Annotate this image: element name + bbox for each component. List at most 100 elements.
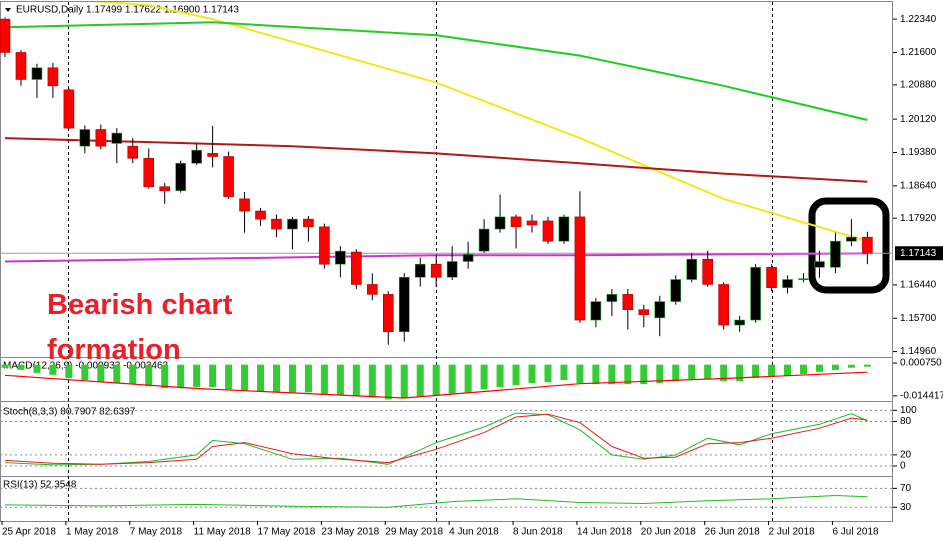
macd-bar [97, 364, 105, 383]
candle-body [734, 319, 745, 326]
macd-bar [544, 364, 552, 383]
candle-body [526, 220, 538, 226]
macd-bar [672, 364, 680, 382]
candle-body [63, 89, 75, 129]
macd-bar [193, 364, 201, 388]
macd-bar [704, 364, 712, 379]
macd-bar [592, 364, 600, 385]
candle-body [47, 67, 59, 87]
candle-body [830, 240, 841, 268]
candle-body [31, 67, 43, 80]
macd-bar [464, 364, 472, 393]
macd-bar [576, 364, 584, 384]
candle-body [143, 158, 155, 188]
y-tick-label: 1.16440 [900, 280, 937, 291]
panel-frames [0, 1, 893, 522]
y-tick-label: 20 [900, 449, 912, 460]
macd-bar [65, 364, 73, 379]
macd-bar [656, 364, 664, 384]
macd-bar [800, 364, 807, 374]
macd-bar [736, 364, 744, 382]
macd-bar [496, 364, 504, 388]
macd-bar [257, 364, 265, 392]
macd-bar [177, 364, 185, 389]
candle-body [15, 52, 27, 80]
candle-body [542, 220, 554, 242]
candle-body [127, 145, 139, 159]
candle-body [494, 216, 506, 230]
x-tick-label: 14 Jun 2018 [577, 527, 632, 538]
x-tick-label: 20 Jun 2018 [641, 527, 696, 538]
y-tick-label: 1.22340 [900, 14, 937, 25]
y-tick-label: 1.20120 [900, 114, 937, 125]
macd-bar [304, 364, 312, 393]
candle-body [606, 294, 618, 302]
candle-body [558, 216, 570, 242]
y-tick-label: 1.17920 [900, 213, 937, 224]
y-tick-label: 0.000750 [900, 358, 942, 369]
y-tick-label: 0 [900, 461, 906, 472]
last-price-box [895, 246, 943, 261]
candle-body [622, 294, 634, 310]
macd-bar [480, 364, 488, 390]
annotation: Bearish chart formation [47, 289, 233, 366]
macd-bar [241, 364, 249, 391]
x-tick-label: 23 May 2018 [321, 527, 379, 538]
candle-body [638, 309, 650, 315]
panel-plot [1, 364, 871, 400]
stoch-title: Stoch(8,3,3) 80.7907 82.6397 [3, 407, 136, 418]
macd-bar [528, 364, 536, 384]
candle-body [255, 210, 266, 220]
candle-body [846, 236, 857, 242]
macd-bar [863, 364, 871, 367]
rsi-frame [0, 476, 893, 522]
macd-bar [624, 364, 632, 385]
x-tick-label: 7 May 2018 [130, 527, 183, 538]
macd-bar [161, 364, 169, 389]
indicator-line [4, 413, 868, 465]
macd-bar [768, 364, 776, 378]
x-tick-label: 1 May 2018 [66, 527, 119, 538]
y-tick-label: 1.19380 [900, 147, 937, 158]
candle-body [654, 301, 666, 319]
macd-bar [784, 364, 792, 376]
macd-bar [113, 364, 121, 384]
candle-body [414, 263, 426, 278]
rsi-title: RSI(13) 52.3548 [3, 480, 77, 491]
y-tick-label: 1.15700 [900, 313, 937, 324]
y-tick-label: 1.14960 [900, 346, 937, 357]
macd-bar [336, 364, 344, 396]
indicator-line [4, 21, 868, 121]
candle-body [766, 267, 777, 288]
x-tick-label: 8 Jun 2018 [513, 527, 563, 538]
y-tick-label: 1.21600 [900, 47, 937, 58]
y-tick-label: 1.18640 [900, 180, 937, 191]
x-tick-label: 4 Jun 2018 [449, 527, 499, 538]
macd-bar [400, 364, 408, 398]
candle-body [814, 261, 825, 268]
candle-body [686, 258, 698, 280]
panel-plot [0, 409, 893, 467]
y-tick-label: 30 [900, 502, 912, 513]
chart-title: EURUSD,Daily 1.17499 1.17622 1.16900 1.1… [16, 5, 239, 16]
candle-body [462, 253, 474, 262]
candle-body [239, 198, 250, 212]
y-tick-label: 1.20880 [900, 80, 937, 91]
candle-body [718, 284, 729, 326]
candle-body [319, 226, 330, 265]
candle-body [382, 294, 394, 333]
candle-body [574, 216, 586, 321]
candle-body [271, 218, 282, 230]
macd-bar [560, 364, 568, 381]
panel-plot [0, 2, 893, 345]
candle-body [398, 276, 410, 333]
indicator-line [4, 412, 868, 466]
y-tick-label: 70 [900, 483, 912, 494]
candle-body [782, 279, 793, 288]
macd-bar [209, 364, 217, 388]
candle-body [798, 278, 809, 280]
indicator-line [4, 371, 868, 399]
candle-body [670, 279, 682, 302]
